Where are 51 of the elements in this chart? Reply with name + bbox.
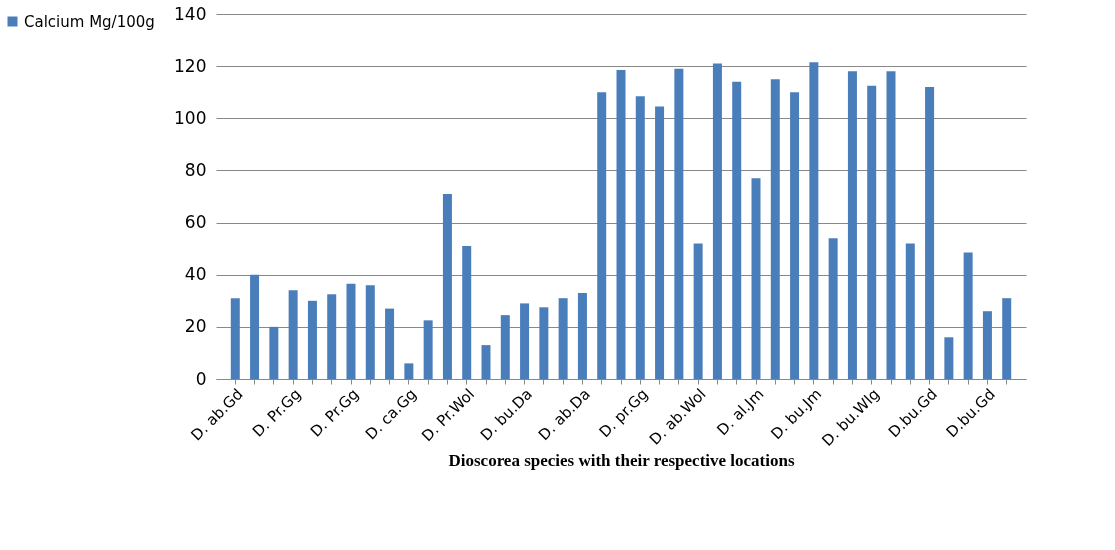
bar xyxy=(423,320,433,379)
bar xyxy=(828,238,838,379)
bar xyxy=(462,246,472,379)
bar xyxy=(385,308,395,379)
bar xyxy=(500,315,510,379)
bar xyxy=(288,290,298,379)
y-tick-label: 100 xyxy=(174,107,207,128)
legend-label: Calcium Mg/100g xyxy=(24,12,155,31)
bar xyxy=(693,243,703,379)
bar xyxy=(751,178,761,379)
bar xyxy=(905,243,915,379)
bar xyxy=(404,363,414,379)
bar xyxy=(770,79,780,379)
bar xyxy=(269,326,279,379)
bar xyxy=(442,193,452,379)
bar xyxy=(982,311,992,379)
bar xyxy=(847,71,857,379)
bar xyxy=(597,92,607,379)
y-tick-label: 140 xyxy=(174,3,207,24)
bar xyxy=(346,283,356,379)
bar xyxy=(577,292,587,379)
bar xyxy=(944,337,954,379)
y-tick-label: 80 xyxy=(184,159,207,180)
bar xyxy=(809,62,819,379)
bar xyxy=(886,71,896,379)
bar xyxy=(539,307,549,379)
bar xyxy=(925,87,935,379)
bar xyxy=(963,252,973,379)
bar xyxy=(712,63,722,379)
bar xyxy=(635,96,645,379)
bar xyxy=(558,298,568,379)
bar xyxy=(1002,298,1012,379)
bar xyxy=(674,68,684,379)
x-axis-title: Dioscorea species with their respective locations xyxy=(448,451,795,471)
bar xyxy=(790,92,800,379)
y-tick-label: 0 xyxy=(195,368,207,389)
bar xyxy=(481,345,491,379)
bar xyxy=(732,81,742,379)
y-tick-label: 20 xyxy=(184,316,207,337)
bar xyxy=(365,285,375,379)
bar xyxy=(520,303,530,379)
bar xyxy=(250,274,260,379)
y-tick-label: 60 xyxy=(184,212,207,233)
bar xyxy=(327,294,337,379)
bar xyxy=(307,300,317,379)
bar xyxy=(655,106,665,379)
bar xyxy=(230,298,240,379)
bar xyxy=(867,85,877,379)
y-tick-label: 120 xyxy=(174,55,207,76)
bar xyxy=(616,70,626,379)
y-tick-label: 40 xyxy=(184,264,207,285)
